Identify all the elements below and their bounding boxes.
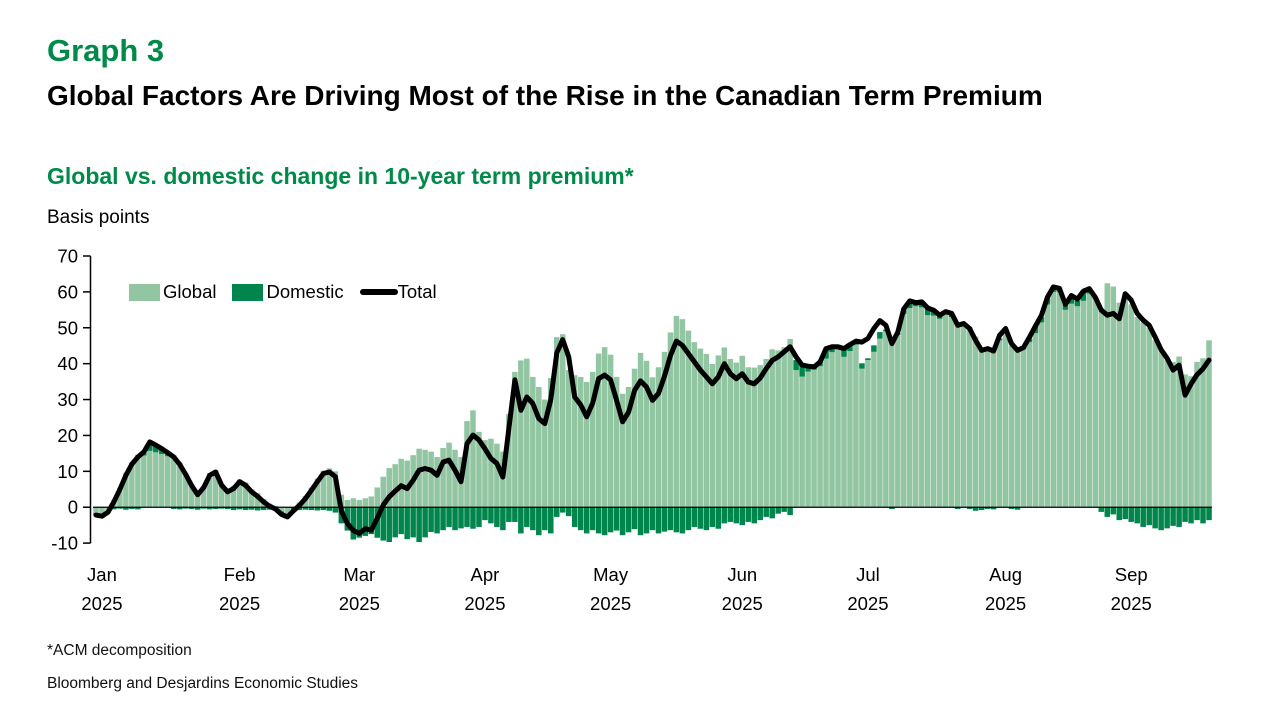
legend-global-label: Global bbox=[163, 281, 217, 302]
svg-text:Jul: Jul bbox=[856, 564, 880, 585]
total-line-swatch bbox=[359, 289, 398, 295]
svg-text:2025: 2025 bbox=[847, 593, 888, 614]
axis-units-label: Basis points bbox=[47, 207, 150, 228]
svg-text:2025: 2025 bbox=[985, 593, 1026, 614]
svg-text:0: 0 bbox=[68, 497, 78, 518]
graph-number-label: Graph 3 bbox=[47, 33, 165, 68]
legend-domestic-label: Domestic bbox=[266, 281, 344, 302]
footnote-acm: *ACM decomposition bbox=[47, 642, 192, 659]
chart-legend: Global Domestic Total bbox=[129, 281, 437, 303]
svg-text:40: 40 bbox=[57, 353, 78, 374]
legend-item-domestic: Domestic bbox=[232, 281, 344, 303]
legend-total-label: Total bbox=[397, 281, 437, 302]
chart-subtitle: Global vs. domestic change in 10-year te… bbox=[47, 163, 634, 189]
svg-text:2025: 2025 bbox=[1111, 593, 1152, 614]
svg-text:Feb: Feb bbox=[224, 564, 256, 585]
svg-text:30: 30 bbox=[57, 389, 78, 410]
page-title: Global Factors Are Driving Most of the R… bbox=[47, 80, 1043, 111]
svg-text:Mar: Mar bbox=[343, 564, 375, 585]
svg-text:2025: 2025 bbox=[590, 593, 631, 614]
svg-text:Aug: Aug bbox=[989, 564, 1022, 585]
svg-text:2025: 2025 bbox=[81, 593, 122, 614]
svg-text:2025: 2025 bbox=[339, 593, 380, 614]
svg-text:70: 70 bbox=[57, 246, 78, 267]
domestic-swatch bbox=[232, 283, 264, 301]
svg-text:10: 10 bbox=[57, 461, 78, 482]
svg-text:Sep: Sep bbox=[1115, 564, 1148, 585]
svg-text:May: May bbox=[593, 564, 629, 585]
svg-text:Jun: Jun bbox=[727, 564, 757, 585]
svg-text:2025: 2025 bbox=[464, 593, 505, 614]
svg-text:Apr: Apr bbox=[471, 564, 500, 585]
svg-text:2025: 2025 bbox=[722, 593, 763, 614]
svg-text:20: 20 bbox=[57, 425, 78, 446]
legend-item-global: Global bbox=[129, 281, 216, 303]
svg-text:50: 50 bbox=[57, 317, 78, 338]
svg-text:-10: -10 bbox=[51, 533, 78, 554]
svg-text:Jan: Jan bbox=[87, 564, 117, 585]
global-swatch bbox=[129, 283, 160, 301]
source-line: Bloomberg and Desjardins Economic Studie… bbox=[47, 675, 359, 692]
legend-item-total: Total bbox=[359, 281, 437, 303]
svg-text:2025: 2025 bbox=[219, 593, 260, 614]
svg-text:60: 60 bbox=[57, 281, 78, 302]
